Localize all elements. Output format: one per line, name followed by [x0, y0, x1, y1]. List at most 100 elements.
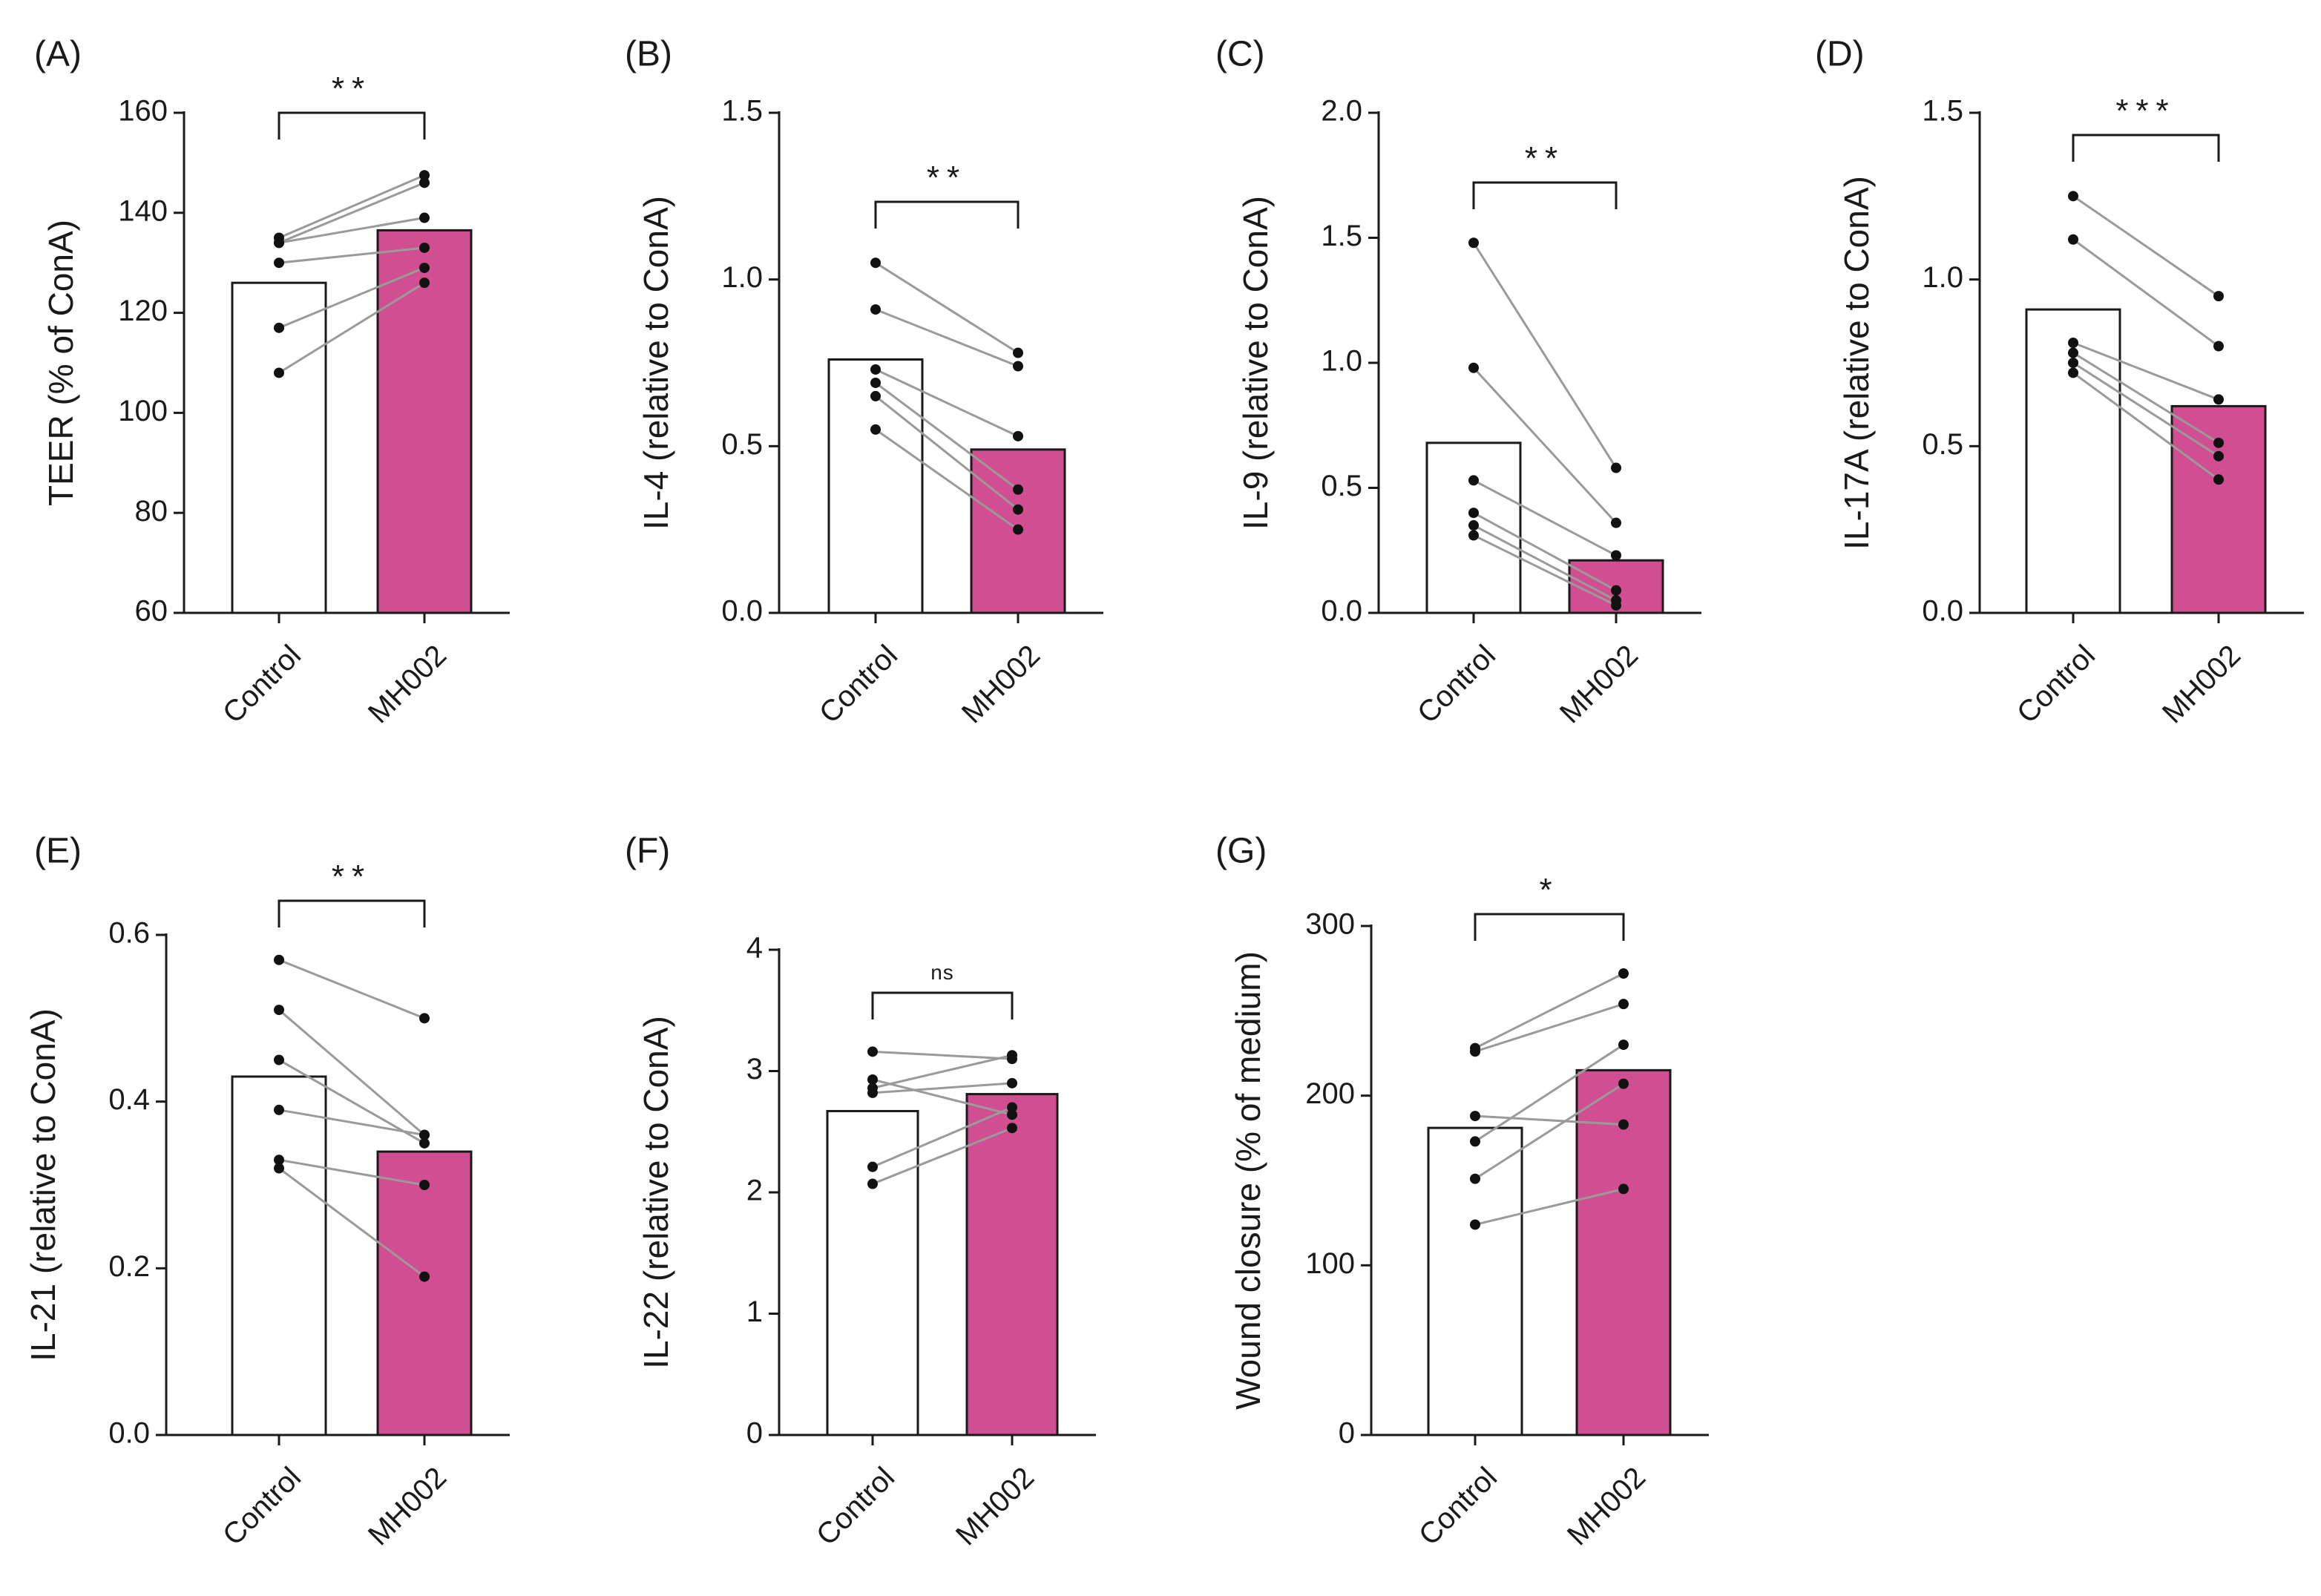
- y-axis-title: IL-17A (relative to ConA): [1837, 176, 1876, 550]
- paired-line: [278, 959, 425, 1019]
- significance-bracket: [1474, 913, 1625, 941]
- data-point-mh002: [419, 170, 430, 181]
- paired-line: [872, 1078, 1013, 1116]
- data-point-mh002: [1618, 1183, 1629, 1195]
- y-tick-label: 0.2: [108, 1250, 150, 1283]
- data-point-control: [1468, 237, 1479, 249]
- paired-line: [278, 1109, 425, 1137]
- data-point-control: [2068, 367, 2078, 378]
- paired-line: [2072, 361, 2219, 458]
- data-point-mh002: [2213, 341, 2224, 352]
- data-point-mh002: [419, 1013, 430, 1024]
- paired-line: [278, 217, 425, 244]
- paired-line: [1473, 534, 1617, 607]
- data-point-control: [274, 1005, 284, 1016]
- data-point-control: [2068, 338, 2078, 349]
- panel-e: (E) 0.0 0.2 0.4 0.6 Control MH002 IL-21 (relati…: [24, 832, 510, 1551]
- y-tick-label: 0.6: [108, 917, 150, 950]
- category-label: Control: [217, 639, 307, 729]
- paired-line: [1474, 1187, 1624, 1226]
- bar-control: [231, 281, 327, 614]
- data-point-control: [870, 364, 881, 375]
- data-point-control: [1468, 520, 1479, 531]
- data-point-control: [274, 322, 284, 333]
- data-point-control: [274, 257, 284, 269]
- data-point-mh002: [1013, 347, 1023, 358]
- y-tick-label: 0.5: [721, 428, 763, 461]
- bar-mh002: [965, 1093, 1059, 1436]
- y-axis-title: IL-9 (relative to ConA): [1236, 196, 1275, 530]
- data-point-control: [1468, 508, 1479, 519]
- data-point-mh002: [1618, 968, 1629, 979]
- data-point-mh002: [1611, 462, 1621, 473]
- data-point-control: [274, 232, 284, 243]
- data-point-control: [867, 1161, 878, 1172]
- data-point-mh002: [419, 1180, 430, 1190]
- paired-line: [278, 181, 425, 244]
- data-point-control: [870, 390, 881, 401]
- data-point-mh002: [419, 242, 430, 253]
- paired-line: [875, 381, 1019, 490]
- paired-line: [278, 1167, 425, 1278]
- category-label: Control: [813, 639, 904, 729]
- category-label: Control: [1413, 1461, 1503, 1551]
- paired-line: [872, 1050, 1013, 1060]
- paired-line: [1474, 972, 1624, 1049]
- data-point-mh002: [1618, 1040, 1629, 1051]
- y-axis-title: TEER (% of ConA): [42, 220, 80, 506]
- bar-mh002: [2170, 404, 2267, 614]
- data-point-mh002: [1013, 484, 1023, 495]
- significance-label: ***: [2115, 93, 2176, 129]
- paired-line: [872, 1054, 1013, 1089]
- data-point-control: [1470, 1219, 1480, 1230]
- y-tick-label: 1.5: [1922, 95, 1963, 128]
- paired-line: [875, 308, 1019, 367]
- data-point-control: [870, 257, 881, 269]
- data-point-control: [1468, 475, 1479, 486]
- paired-line: [1474, 1083, 1624, 1180]
- y-tick-label: 60: [135, 595, 168, 628]
- data-point-control: [1470, 1173, 1480, 1184]
- y-tick-label: 0.5: [1321, 470, 1362, 502]
- category-label: MH002: [956, 639, 1046, 729]
- paired-line: [278, 174, 425, 239]
- significance-bracket: [278, 111, 426, 139]
- y-axis-title: IL-21 (relative to ConA): [24, 1008, 62, 1362]
- significance-label: **: [927, 160, 967, 196]
- data-point-mh002: [419, 1271, 430, 1282]
- data-point-control: [1470, 1111, 1480, 1122]
- data-point-mh002: [1611, 600, 1621, 611]
- paired-line: [1473, 511, 1617, 591]
- paired-line: [2072, 238, 2219, 347]
- data-point-mh002: [2213, 394, 2224, 405]
- data-point-mh002: [1007, 1102, 1017, 1113]
- y-tick-label: 120: [118, 295, 168, 327]
- y-tick-label: 0.0: [1321, 595, 1362, 628]
- y-tick-label: 0.0: [108, 1417, 150, 1450]
- data-point-control: [867, 1074, 878, 1085]
- y-tick-label: 1.0: [721, 261, 763, 294]
- category-label: MH002: [950, 1461, 1040, 1551]
- data-point-mh002: [419, 278, 430, 289]
- panel-label: (C): [1215, 35, 1265, 74]
- data-point-mh002: [1611, 517, 1621, 528]
- panel-d: (D) 0.0 0.5 1.0 1.5 Control MH002 IL-17A (relat…: [1815, 35, 2304, 729]
- category-label: MH002: [362, 639, 453, 729]
- panel-a: (A) 60 80 100 120 140 160 Control MH002 TEER (% o…: [34, 35, 510, 729]
- y-tick-label: 0: [746, 1417, 763, 1450]
- bar-mh002: [376, 1150, 473, 1436]
- panel-label: (B): [625, 35, 672, 74]
- data-point-control: [274, 1054, 284, 1065]
- data-point-mh002: [2213, 450, 2224, 462]
- paired-line: [872, 1126, 1013, 1185]
- y-axis-title: IL-4 (relative to ConA): [637, 196, 675, 530]
- data-point-control: [2068, 234, 2078, 245]
- paired-line: [2072, 341, 2219, 401]
- y-tick-label: 1.5: [721, 95, 763, 128]
- significance-bracket: [874, 200, 1020, 229]
- data-point-control: [2068, 347, 2078, 358]
- paired-line: [875, 395, 1019, 510]
- data-point-mh002: [419, 1129, 430, 1140]
- significance-label: *: [1539, 872, 1559, 908]
